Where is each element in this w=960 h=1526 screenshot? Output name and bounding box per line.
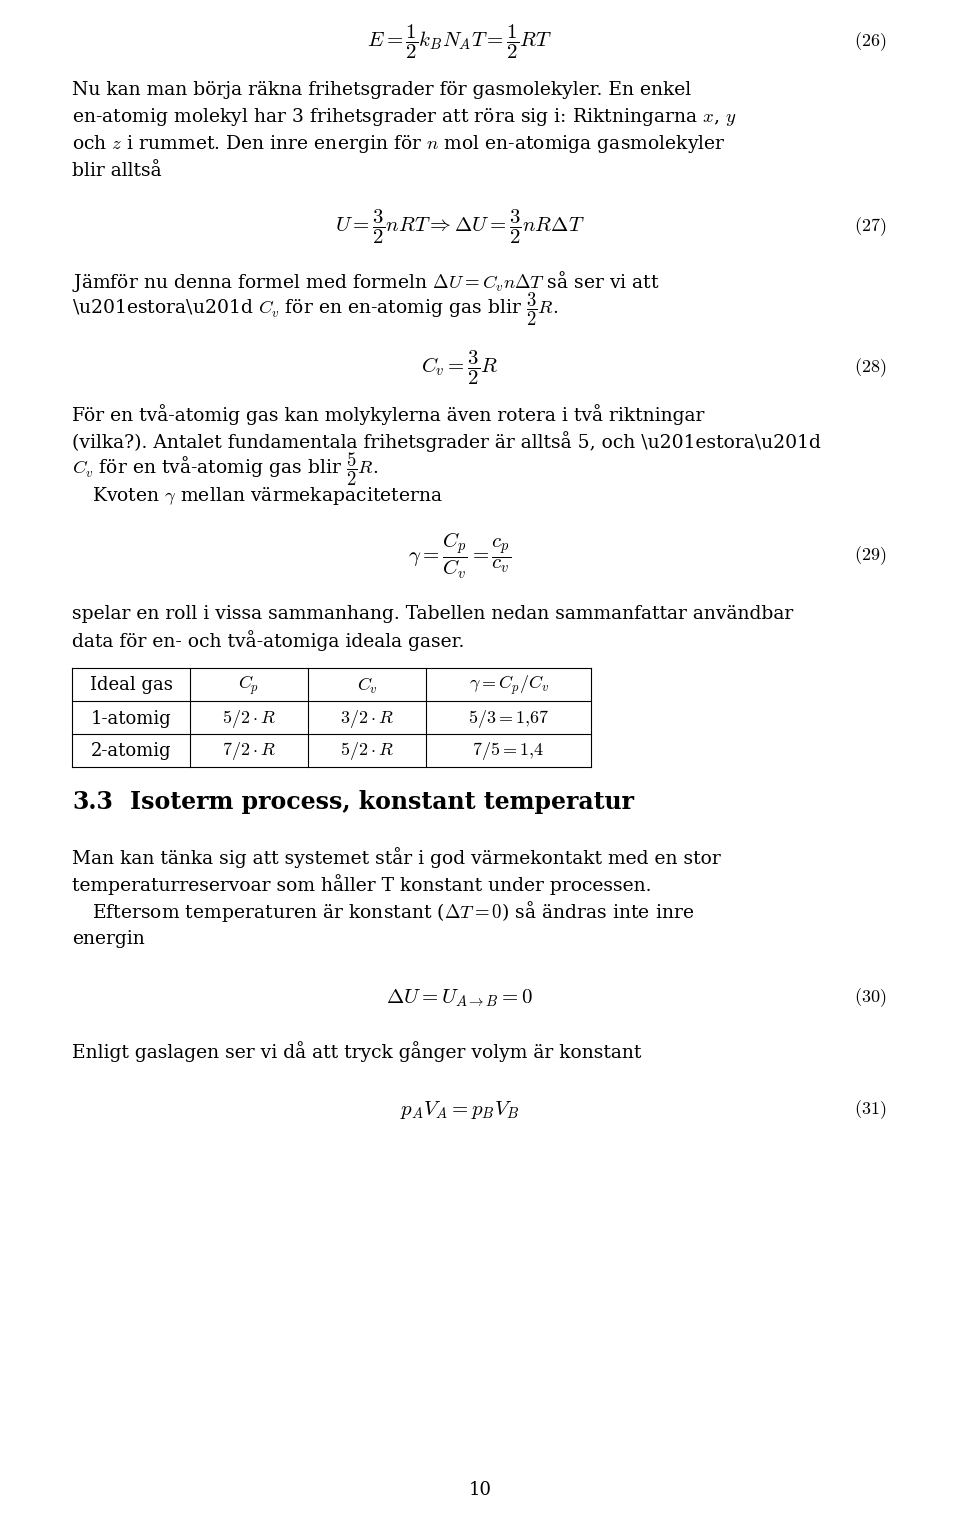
Text: 10: 10 [468, 1482, 492, 1499]
Text: $(26)$: $(26)$ [853, 31, 886, 53]
Text: $(29)$: $(29)$ [853, 545, 886, 568]
Text: $(31)$: $(31)$ [853, 1099, 886, 1122]
Text: $5/2\cdot R$: $5/2\cdot R$ [222, 708, 276, 729]
Text: $(30)$: $(30)$ [853, 987, 886, 1009]
Text: \u201estora\u201d $C_v$ för en en-atomig gas blir $\dfrac{3}{2}R$.: \u201estora\u201d $C_v$ för en en-atomig… [72, 290, 558, 328]
Text: energin: energin [72, 929, 145, 948]
Text: Nu kan man börja räkna frihetsgrader för gasmolekyler. En enkel: Nu kan man börja räkna frihetsgrader för… [72, 81, 691, 99]
Text: $p_A V_A = p_B V_B$: $p_A V_A = p_B V_B$ [400, 1099, 519, 1122]
Text: en-atomig molekyl har 3 frihetsgrader att röra sig i: Riktningarna $x$, $y$: en-atomig molekyl har 3 frihetsgrader at… [72, 105, 736, 128]
Text: Jämför nu denna formel med formeln $\Delta U = C_v n\Delta T$ så ser vi att: Jämför nu denna formel med formeln $\Del… [72, 270, 660, 295]
Text: (vilka?). Antalet fundamentala frihetsgrader är alltså 5, och \u201estora\u201d: (vilka?). Antalet fundamentala frihetsgr… [72, 432, 821, 453]
Text: $5/3 = 1{,}67$: $5/3 = 1{,}67$ [468, 708, 549, 729]
Text: $\Delta U = U_{A\rightarrow B} = 0$: $\Delta U = U_{A\rightarrow B} = 0$ [386, 987, 534, 1009]
Text: $U = \dfrac{3}{2}nRT \Rightarrow \Delta U = \dfrac{3}{2}nR\Delta T$: $U = \dfrac{3}{2}nRT \Rightarrow \Delta … [335, 208, 585, 246]
Text: blir alltså: blir alltså [72, 162, 161, 180]
Text: 1-atomig: 1-atomig [90, 710, 172, 728]
Text: Isoterm process, konstant temperatur: Isoterm process, konstant temperatur [130, 790, 634, 813]
Text: $E = \dfrac{1}{2}k_B N_A T = \dfrac{1}{2}RT$: $E = \dfrac{1}{2}k_B N_A T = \dfrac{1}{2… [368, 23, 553, 61]
Text: $5/2\cdot R$: $5/2\cdot R$ [340, 740, 394, 763]
Text: Kvoten $\gamma$ mellan värmekapaciteterna: Kvoten $\gamma$ mellan värmekapacitetern… [92, 485, 443, 507]
Text: $\gamma = \dfrac{C_p}{C_v} = \dfrac{c_p}{c_v}$: $\gamma = \dfrac{C_p}{C_v} = \dfrac{c_p}… [408, 531, 512, 581]
Text: och $z$ i rummet. Den inre energin för $n$ mol en-atomiga gasmolekyler: och $z$ i rummet. Den inre energin för $… [72, 133, 726, 156]
Text: spelar en roll i vissa sammanhang. Tabellen nedan sammanfattar användbar: spelar en roll i vissa sammanhang. Tabel… [72, 604, 793, 623]
Text: $7/2\cdot R$: $7/2\cdot R$ [222, 740, 276, 763]
Text: Man kan tänka sig att systemet står i god värmekontakt med en stor: Man kan tänka sig att systemet står i go… [72, 847, 721, 868]
Text: $C_v$ för en två-atomig gas blir $\dfrac{5}{2}R$.: $C_v$ för en två-atomig gas blir $\dfrac… [72, 450, 378, 488]
Text: data för en- och två-atomiga ideala gaser.: data för en- och två-atomiga ideala gase… [72, 630, 465, 652]
Text: $C_p$: $C_p$ [238, 674, 259, 697]
Text: Enligt gaslagen ser vi då att tryck gånger volym är konstant: Enligt gaslagen ser vi då att tryck gång… [72, 1042, 641, 1062]
Text: $(27)$: $(27)$ [853, 215, 886, 238]
Text: $(28)$: $(28)$ [853, 357, 886, 380]
Text: För en två-atomig gas kan molykylerna även rotera i två riktningar: För en två-atomig gas kan molykylerna äv… [72, 404, 705, 426]
Text: $C_v = \dfrac{3}{2}R$: $C_v = \dfrac{3}{2}R$ [421, 349, 499, 388]
Text: temperaturreservoar som håller T konstant under processen.: temperaturreservoar som håller T konstan… [72, 874, 652, 896]
Text: Ideal gas: Ideal gas [89, 676, 173, 694]
Text: 2-atomig: 2-atomig [90, 743, 171, 760]
Text: $C_v$: $C_v$ [356, 676, 377, 696]
Text: Eftersom temperaturen är konstant ($\Delta T = 0$) så ändras inte inre: Eftersom temperaturen är konstant ($\Del… [92, 899, 694, 925]
Text: $\gamma = C_p/C_v$: $\gamma = C_p/C_v$ [468, 674, 548, 697]
Text: $3/2\cdot R$: $3/2\cdot R$ [340, 708, 394, 729]
Text: 3.3: 3.3 [72, 790, 113, 813]
Text: $7/5 = 1{,}4$: $7/5 = 1{,}4$ [472, 740, 544, 763]
